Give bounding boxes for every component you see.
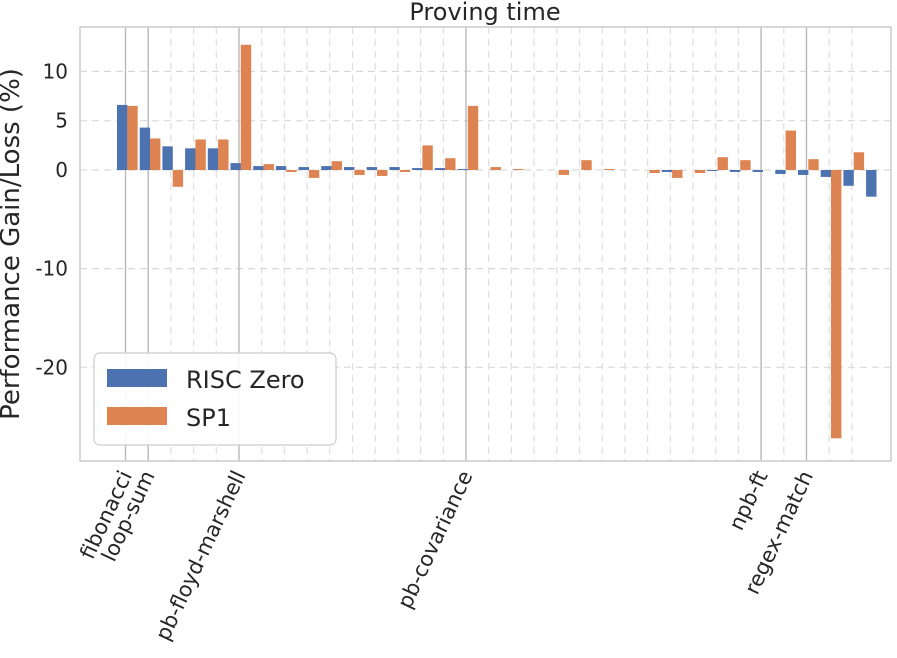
x-tick-label: pb-covariance <box>393 467 478 612</box>
bar-sp1 <box>467 105 479 171</box>
legend-swatch-risc-zero <box>107 369 167 387</box>
bar-risc-zero <box>389 167 400 171</box>
bar-sp1 <box>308 170 320 178</box>
bar-sp1 <box>853 152 865 171</box>
bar-sp1 <box>172 170 184 187</box>
bar-risc-zero <box>139 127 151 171</box>
bar-sp1 <box>694 170 706 173</box>
legend-label-sp1: SP1 <box>186 404 231 432</box>
bars-layer <box>117 44 877 439</box>
bar-sp1 <box>785 130 796 171</box>
bar-sp1 <box>445 158 456 171</box>
bar-sp1 <box>649 170 660 173</box>
bar-sp1 <box>195 139 206 171</box>
bar-sp1 <box>558 170 569 175</box>
bar-sp1 <box>490 167 501 171</box>
bar-risc-zero <box>729 170 741 172</box>
bar-sp1 <box>240 44 252 171</box>
bar-risc-zero <box>866 170 877 197</box>
bar-risc-zero <box>321 166 332 171</box>
bar-sp1 <box>354 170 365 175</box>
bar-risc-zero <box>253 166 264 171</box>
bar-sp1 <box>672 170 683 178</box>
bar-risc-zero <box>275 166 287 171</box>
bar-risc-zero <box>434 168 446 171</box>
bar-risc-zero <box>457 169 468 171</box>
bar-risc-zero <box>207 148 219 171</box>
bar-sp1 <box>581 160 592 171</box>
x-tick-label: pb-floyd-marshell <box>151 467 251 644</box>
legend-swatch-sp1 <box>107 407 167 425</box>
y-tick-label: -20 <box>35 355 68 379</box>
bar-sp1 <box>127 105 138 171</box>
y-tick-label: 5 <box>55 109 68 133</box>
bar-sp1 <box>399 170 411 172</box>
bar-risc-zero <box>661 170 673 172</box>
bar-sp1 <box>263 164 274 171</box>
bar-risc-zero <box>843 170 854 186</box>
y-tick-label: 0 <box>55 158 68 182</box>
bar-risc-zero <box>412 168 423 171</box>
bar-sp1 <box>740 160 751 171</box>
y-tick-labels: 10 5 0 -10 -20 <box>35 59 68 379</box>
bar-risc-zero <box>230 163 241 171</box>
bar-risc-zero <box>707 170 718 172</box>
bar-sp1 <box>218 139 229 171</box>
bar-risc-zero <box>366 167 378 171</box>
bar-risc-zero <box>798 170 809 175</box>
y-axis-label: Performance Gain/Loss (%) <box>0 68 26 420</box>
legend-label-risc-zero: RISC Zero <box>186 366 305 394</box>
bar-sp1 <box>150 138 161 171</box>
bar-sp1 <box>513 169 524 171</box>
bar-sp1 <box>331 161 342 171</box>
bar-risc-zero <box>344 167 355 171</box>
bar-sp1 <box>717 157 728 171</box>
bar-sp1 <box>604 169 615 171</box>
bar-sp1 <box>377 170 388 176</box>
y-tick-label: -10 <box>35 257 68 281</box>
bar-sp1 <box>286 170 297 172</box>
legend: RISC Zero SP1 <box>93 352 337 446</box>
bar-risc-zero <box>117 104 128 171</box>
bar-risc-zero <box>752 170 763 172</box>
bar-risc-zero <box>820 170 832 177</box>
bar-risc-zero <box>298 167 309 171</box>
y-tick-label: 10 <box>43 59 68 83</box>
chart-title: Proving time <box>409 0 560 26</box>
bar-sp1 <box>808 159 819 171</box>
x-tick-label: npb-ft <box>724 467 772 534</box>
bar-risc-zero <box>775 170 786 174</box>
bar-risc-zero <box>185 148 196 171</box>
bar-sp1 <box>831 170 842 439</box>
bar-sp1 <box>422 145 433 171</box>
bar-risc-zero <box>162 146 173 171</box>
plot-frame <box>79 26 892 462</box>
